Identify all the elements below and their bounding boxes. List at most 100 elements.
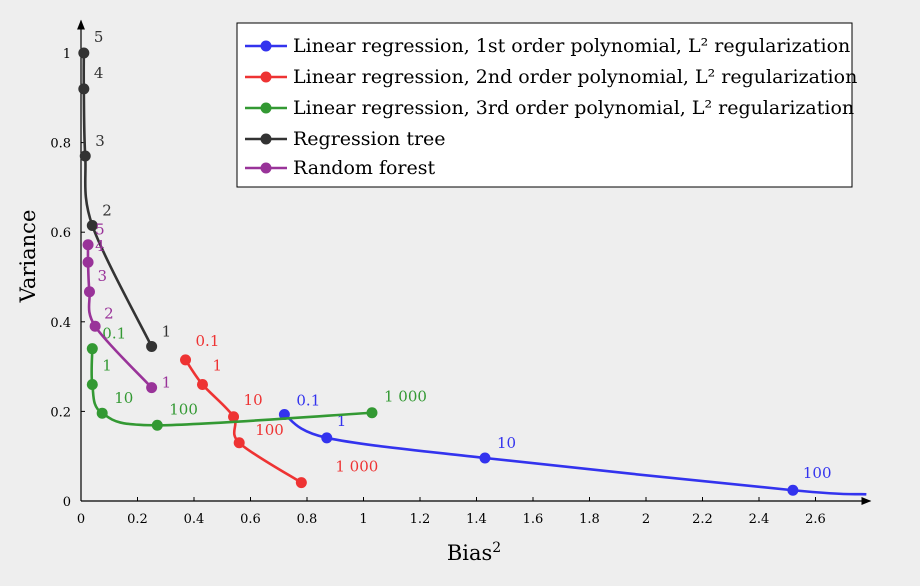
legend-label: Regression tree: [293, 128, 446, 150]
point-label: 1: [102, 357, 112, 375]
point-label: 5: [95, 221, 105, 239]
legend: Linear regression, 1st order polynomial,…: [236, 22, 857, 188]
y-tick-label: 0.8: [50, 137, 71, 152]
legend-entry: Linear regression, 2nd order polynomial,…: [245, 66, 857, 88]
y-tick-label: 0: [63, 495, 71, 510]
point-label: 4: [94, 64, 104, 82]
data-point: [196, 379, 208, 391]
data-point: [83, 286, 95, 298]
series-blue: 0.1 1 10 100: [278, 392, 867, 496]
point-label: 2: [102, 201, 112, 219]
legend-label: Linear regression, 1st order polynomial,…: [293, 35, 850, 57]
x-axis-title: Bias2: [447, 540, 501, 565]
x-tick-label: 2.6: [805, 512, 826, 527]
point-label: 1: [162, 374, 172, 392]
y-axis-title: Variance: [16, 210, 40, 304]
legend-label: Linear regression, 2nd order polynomial,…: [293, 66, 857, 88]
data-point: [180, 354, 192, 366]
data-point: [79, 150, 91, 162]
data-point: [151, 419, 163, 431]
y-tick-label: 0.4: [50, 316, 71, 331]
series-purple: 54 3 2 1: [82, 221, 172, 394]
x-tick-label: 1.2: [410, 512, 431, 527]
y-tick-label: 0.6: [50, 226, 71, 241]
data-point: [96, 407, 108, 419]
point-label: 100: [255, 421, 284, 439]
point-label: 0.1: [102, 325, 126, 343]
legend-entry: Regression tree: [245, 128, 446, 150]
point-label: 4: [95, 237, 105, 255]
point-label: 100: [803, 464, 832, 482]
x-tick-label: 1: [359, 512, 367, 527]
point-label: 1: [212, 357, 222, 375]
data-point: [787, 484, 799, 496]
data-point: [78, 47, 90, 59]
point-label: 10: [114, 389, 133, 407]
data-point: [321, 432, 333, 444]
data-point: [233, 437, 245, 449]
data-point: [82, 239, 94, 251]
series-line: [283, 413, 867, 496]
x-tick-label: 0.6: [240, 512, 261, 527]
y-ticks: 0 0.2 0.4 0.6 0.8 1: [50, 47, 85, 510]
legend-entry: Linear regression, 1st order polynomial,…: [245, 35, 850, 57]
legend-entry: Linear regression, 3rd order polynomial,…: [245, 97, 854, 119]
x-tick-label: 2.4: [749, 512, 770, 527]
point-label: 3: [95, 132, 105, 150]
y-tick-label: 0.2: [50, 405, 71, 420]
point-label: 2: [104, 304, 114, 322]
data-point: [86, 379, 98, 391]
point-label: 100: [169, 400, 198, 418]
x-ticks: 0 0.2 0.4 0.6 0.8 1 1.2 1.4 1.6 1.8 2 2.2 2.4 2.6: [77, 497, 826, 527]
series-red: 0.1 1 10 100 1 000: [180, 332, 378, 489]
x-tick-label: 1.4: [466, 512, 487, 527]
data-point: [89, 320, 101, 332]
data-point: [479, 452, 491, 464]
legend-swatch-marker: [260, 71, 272, 83]
point-label: 0.1: [196, 332, 220, 350]
x-tick-label: 0.2: [127, 512, 148, 527]
data-point: [366, 407, 378, 419]
point-label: 3: [97, 267, 107, 285]
data-point: [86, 343, 98, 355]
x-tick-label: 1.8: [579, 512, 600, 527]
legend-label: Random forest: [293, 157, 436, 179]
y-tick-label: 1: [63, 47, 71, 62]
legend-swatch-marker: [260, 162, 272, 174]
x-tick-label: 1.6: [523, 512, 544, 527]
data-point: [146, 382, 158, 394]
data-point: [78, 83, 90, 95]
legend-box: [236, 22, 853, 188]
legend-swatch-marker: [260, 133, 272, 145]
legend-label: Linear regression, 3rd order polynomial,…: [293, 97, 854, 119]
x-tick-label: 0: [77, 512, 85, 527]
data-point: [82, 256, 94, 268]
point-label: 1: [162, 322, 172, 340]
axes: 0 0.2 0.4 0.6 0.8 1 1.2 1.4 1.6 1.8 2 2.2 2.4 2.6 0 0.…: [50, 19, 872, 527]
x-tick-label: 2: [642, 512, 650, 527]
x-tick-label: 2.2: [692, 512, 713, 527]
data-point: [228, 411, 240, 423]
series-line: [82, 52, 153, 348]
legend-entries: Linear regression, 1st order polynomial,…: [245, 35, 857, 179]
point-label: 1 000: [384, 388, 427, 406]
point-label: 1 000: [335, 458, 378, 476]
legend-swatch-marker: [260, 102, 272, 114]
legend-swatch-marker: [260, 40, 272, 52]
point-label: 5: [94, 28, 104, 46]
point-label: 10: [244, 391, 263, 409]
legend-entry: Random forest: [245, 157, 436, 179]
x-tick-label: 0.8: [297, 512, 318, 527]
point-label: 0.1: [296, 392, 320, 410]
data-point: [146, 340, 158, 352]
data-point: [86, 219, 98, 231]
point-label: 1: [337, 412, 347, 430]
x-tick-label: 0.4: [184, 512, 205, 527]
point-label: 10: [497, 434, 516, 452]
data-point: [295, 477, 307, 489]
